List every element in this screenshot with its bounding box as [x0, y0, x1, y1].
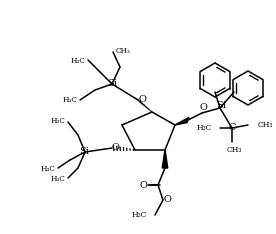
- Text: H₃C: H₃C: [50, 117, 65, 125]
- Text: CH₃: CH₃: [226, 146, 242, 154]
- Text: Si: Si: [79, 147, 89, 157]
- Text: O: O: [199, 103, 207, 113]
- Text: O: O: [139, 180, 147, 190]
- Text: O: O: [111, 143, 119, 151]
- Text: H₃C: H₃C: [70, 57, 85, 65]
- Text: Si: Si: [107, 80, 117, 88]
- Polygon shape: [175, 117, 189, 125]
- Text: H₃C: H₃C: [40, 165, 55, 173]
- Text: Si: Si: [216, 102, 226, 110]
- Polygon shape: [162, 150, 168, 168]
- Text: O: O: [163, 195, 171, 205]
- Text: H₃C: H₃C: [132, 211, 147, 219]
- Text: CH₃: CH₃: [116, 47, 131, 55]
- Text: C: C: [228, 124, 236, 132]
- Text: O: O: [138, 95, 146, 105]
- Text: CH₃: CH₃: [258, 121, 273, 129]
- Text: H₃C: H₃C: [197, 124, 212, 132]
- Text: H₃C: H₃C: [50, 175, 65, 183]
- Text: H₃C: H₃C: [62, 96, 77, 104]
